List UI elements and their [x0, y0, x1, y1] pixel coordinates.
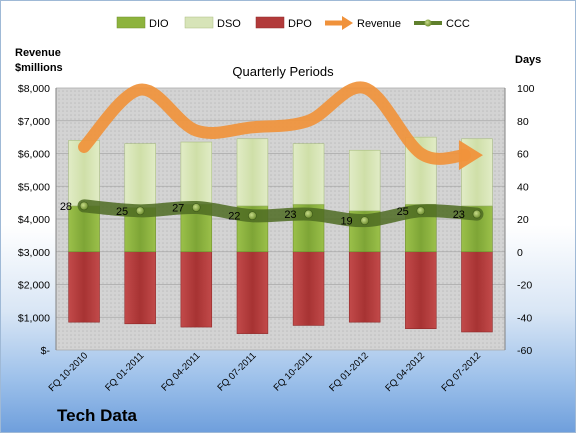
bar-dso	[124, 143, 156, 208]
left-axis-ticks: $- $1,000 $2,000 $3,000 $4,000 $5,000 $6,000 $7…	[18, 83, 51, 357]
left-tick-label: $8,000	[18, 83, 50, 95]
legend-label-dso: DSO	[217, 18, 241, 30]
ccc-point	[248, 211, 257, 221]
category-label: FQ 04-2012	[383, 350, 427, 394]
left-tick-label: $6,000	[18, 149, 50, 161]
ccc-data-label: 28	[60, 201, 72, 213]
bar-dpo	[348, 251, 381, 323]
left-tick-label: $4,000	[18, 214, 50, 226]
ccc-point	[135, 206, 145, 216]
left-tick-label: $1,000	[18, 312, 50, 324]
legend-swatch-dso	[184, 16, 214, 29]
left-axis-title-line2: $millions	[15, 62, 63, 74]
right-tick-label: 40	[517, 181, 529, 193]
left-tick-label: $2,000	[18, 280, 50, 292]
ccc-data-label: 23	[284, 209, 296, 221]
ccc-point	[79, 201, 89, 211]
legend-swatch-dio	[116, 16, 146, 29]
company-name: Tech Data	[57, 406, 138, 425]
ccc-point	[416, 206, 426, 216]
revenue-line	[78, 81, 471, 165]
bar-dso	[348, 149, 381, 212]
right-tick-label: -20	[517, 280, 532, 292]
category-label: FQ 10-2011	[272, 350, 315, 393]
bar-dpo	[180, 251, 213, 328]
ccc-line	[77, 199, 484, 228]
legend-swatch-revenue	[325, 16, 353, 30]
legend: DIO DSO DPO Revenue CCC	[116, 16, 470, 30]
right-tick-label: -60	[517, 345, 532, 357]
ccc-data-label: 23	[453, 209, 465, 221]
bar-dpo	[236, 251, 269, 334]
category-label: FQ 04-2011	[159, 350, 202, 393]
category-label: FQ 01-2012	[327, 350, 371, 394]
left-tick-label: $3,000	[18, 247, 50, 259]
right-axis-ticks: -60 -40 -20 0 20 40 60 80 100	[517, 83, 535, 357]
legend-label-ccc: CCC	[446, 18, 470, 30]
legend-label-revenue: Revenue	[357, 18, 401, 30]
bar-dpo	[292, 251, 325, 326]
bar-dso	[180, 141, 213, 205]
right-tick-label: 20	[517, 214, 529, 226]
right-tick-label: 60	[517, 149, 529, 161]
right-tick-label: -40	[517, 312, 532, 324]
category-label: FQ 10-2010	[47, 350, 91, 394]
left-axis-title-line1: Revenue	[15, 47, 61, 59]
bar-dpo	[68, 251, 100, 323]
revenue-series	[78, 81, 483, 171]
left-tick-label: $-	[41, 345, 51, 357]
bar-dso	[292, 143, 325, 205]
left-tick-label: $5,000	[18, 181, 50, 193]
legend-label-dio: DIO	[149, 18, 169, 30]
ccc-point	[360, 216, 369, 225]
legend-swatch-dpo	[255, 16, 285, 29]
category-label: FQ 07-2011	[215, 350, 258, 393]
category-labels: FQ 10-2010 FQ 01-2011 FQ 04-2011 FQ 07-2011…	[47, 350, 484, 394]
bar-dpo	[124, 251, 156, 325]
bar-dio	[68, 205, 100, 253]
ccc-point	[304, 209, 313, 219]
bar-dpo	[405, 251, 437, 330]
bar-dso	[236, 138, 269, 207]
plot-title: Quarterly Periods	[232, 64, 334, 79]
legend-swatch-ccc	[414, 19, 442, 27]
ccc-data-label: 22	[228, 211, 240, 223]
ccc-data-label: 19	[340, 216, 352, 228]
ccc-data-label: 25	[397, 206, 409, 218]
ccc-series: 28 25 27 22 23 19 25 23	[60, 199, 484, 228]
right-tick-label: 100	[517, 83, 535, 95]
ccc-data-label: 27	[172, 203, 184, 215]
right-tick-label: 0	[517, 247, 523, 259]
category-label: FQ 07-2012	[439, 350, 483, 394]
revenue-arrowhead	[458, 140, 483, 171]
ccc-point	[472, 209, 482, 219]
bar-dpo	[461, 251, 493, 333]
category-label: FQ 01-2011	[103, 350, 146, 393]
ccc-point	[192, 203, 201, 212]
right-axis-title: Days	[515, 54, 541, 66]
ccc-data-label: 25	[116, 206, 128, 218]
right-tick-label: 80	[517, 116, 529, 128]
legend-label-dpo: DPO	[288, 18, 312, 30]
left-tick-label: $7,000	[18, 116, 50, 128]
